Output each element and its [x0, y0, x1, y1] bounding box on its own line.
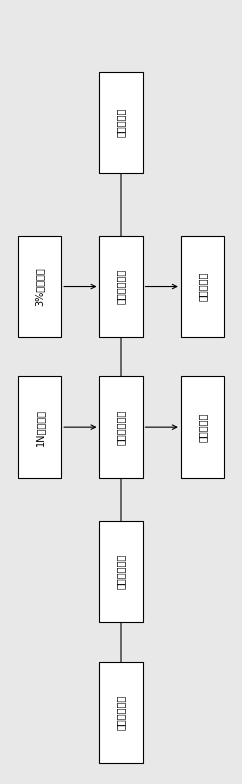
Text: 含钒机浸液: 含钒机浸液: [116, 107, 126, 137]
Text: 钒酸钒溶液: 钒酸钒溶液: [197, 412, 207, 442]
Text: 1N液碎解析: 1N液碎解析: [35, 408, 45, 445]
Text: 离子交换除钒: 离子交换除钒: [116, 409, 126, 445]
Text: 离子交换除杂: 离子交换除杂: [116, 269, 126, 304]
FancyBboxPatch shape: [99, 376, 143, 478]
FancyBboxPatch shape: [181, 376, 224, 478]
FancyBboxPatch shape: [99, 236, 143, 337]
Text: 高纯偏钒酸锨: 高纯偏钒酸锨: [116, 695, 126, 730]
Text: 化学液沉淠析: 化学液沉淠析: [116, 554, 126, 590]
FancyBboxPatch shape: [18, 236, 61, 337]
Text: 3%氨水解析: 3%氨水解析: [35, 267, 45, 306]
FancyBboxPatch shape: [181, 236, 224, 337]
FancyBboxPatch shape: [99, 521, 143, 622]
FancyBboxPatch shape: [99, 662, 143, 763]
FancyBboxPatch shape: [99, 71, 143, 173]
Text: 磷酸锨溶液: 磷酸锨溶液: [197, 272, 207, 301]
FancyBboxPatch shape: [18, 376, 61, 478]
